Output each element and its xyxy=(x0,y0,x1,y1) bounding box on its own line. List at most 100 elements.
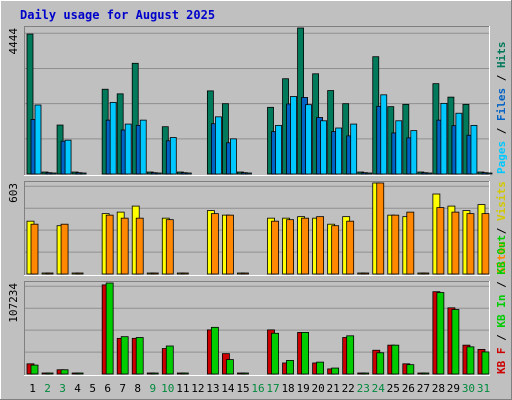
bar-sites-day-29 xyxy=(451,211,460,275)
bar-pages-day-28 xyxy=(440,102,448,175)
bar-sites-day-28 xyxy=(436,207,445,275)
bar-pages-day-2 xyxy=(49,172,57,175)
day-label-14: 14 xyxy=(221,382,235,395)
bar-sites-day-9 xyxy=(150,272,159,275)
series-pages xyxy=(34,94,493,175)
bar-kb_in-day-3 xyxy=(60,369,69,375)
panel-background xyxy=(24,281,490,376)
bar-pages-day-26 xyxy=(410,130,418,175)
bar-pages-day-1 xyxy=(34,104,42,175)
bar-sites-day-4 xyxy=(75,272,84,275)
bar-kb_in-day-15 xyxy=(241,372,249,375)
day-label-28: 28 xyxy=(432,382,445,395)
bar-sites-day-13 xyxy=(210,213,219,275)
day-label-13: 13 xyxy=(206,382,219,395)
series-sites xyxy=(30,182,490,275)
bar-pages-day-20 xyxy=(320,120,328,175)
bar-pages-day-29 xyxy=(455,112,463,175)
bar-pages-day-17 xyxy=(275,124,282,175)
bar-sites-day-25 xyxy=(391,214,400,275)
bar-kb_in-day-21 xyxy=(331,367,340,375)
day-label-18: 18 xyxy=(281,382,294,395)
bar-kb_in-day-24 xyxy=(376,352,385,375)
day-label-29: 29 xyxy=(447,382,460,395)
bar-kb_in-day-14 xyxy=(226,359,234,375)
bar-kb_in-day-2 xyxy=(45,372,54,375)
day-label-7: 7 xyxy=(119,382,126,395)
day-label-22: 22 xyxy=(342,382,355,395)
day-label-31: 31 xyxy=(477,382,490,395)
bar-kb_in-day-1 xyxy=(30,364,39,375)
panel-visits-sites: 603 Sites / Visits xyxy=(7,181,508,276)
bar-pages-day-3 xyxy=(64,139,72,175)
bar-pages-day-21 xyxy=(335,127,343,175)
bar-sites-day-7 xyxy=(120,217,129,275)
day-label-24: 24 xyxy=(372,382,386,395)
bar-sites-day-17 xyxy=(271,220,279,275)
legend-entry: / xyxy=(495,275,508,295)
legend-entry: Sites xyxy=(495,241,508,274)
bar-sites-day-14 xyxy=(226,214,234,275)
series-kb_in xyxy=(30,282,490,375)
day-label-11: 11 xyxy=(176,382,189,395)
bar-hits-day-14 xyxy=(222,103,229,175)
series-visits xyxy=(26,182,486,275)
day-label-1: 1 xyxy=(29,382,36,395)
day-label-8: 8 xyxy=(134,382,141,395)
day-label-27: 27 xyxy=(417,382,430,395)
bar-sites-day-27 xyxy=(421,272,430,275)
bar-pages-day-13 xyxy=(214,116,222,175)
day-label-2: 2 xyxy=(44,382,51,395)
bar-sites-day-19 xyxy=(301,217,309,275)
legend-entry: / xyxy=(495,328,508,348)
bar-pages-day-14 xyxy=(230,138,237,175)
panel-kbin-kbout: 107234 KB F / KB In / KB Out xyxy=(7,235,508,376)
bar-kb_in-day-11 xyxy=(180,372,189,375)
day-label-4: 4 xyxy=(74,382,81,395)
series-legend: Sites / Visits xyxy=(495,181,508,274)
bar-kb_in-day-23 xyxy=(361,372,370,375)
series-legend: KB F / KB In / KB Out xyxy=(495,235,508,374)
bar-kb_in-day-22 xyxy=(346,335,355,375)
bar-pages-day-24 xyxy=(380,94,388,175)
day-label-10: 10 xyxy=(161,382,174,395)
bar-sites-day-23 xyxy=(361,272,370,275)
day-label-3: 3 xyxy=(59,382,66,395)
bar-kb_in-day-10 xyxy=(165,345,174,375)
legend-entry: Hits xyxy=(495,42,508,69)
bar-sites-day-30 xyxy=(466,213,475,275)
chart-panels: 4444 Pages / Files / Hits 603 Sites / Visit… xyxy=(7,26,508,376)
series-kb_out xyxy=(26,284,486,375)
bar-kb_in-day-19 xyxy=(301,332,309,375)
bar-pages-day-18 xyxy=(290,96,297,175)
day-label-12: 12 xyxy=(191,382,204,395)
bar-kb_in-day-7 xyxy=(120,336,129,375)
bar-sites-day-24 xyxy=(376,182,385,275)
panel-background xyxy=(24,181,490,276)
bar-pages-day-25 xyxy=(395,120,403,175)
bar-sites-day-3 xyxy=(60,223,69,275)
legend-entry: Pages xyxy=(495,141,508,174)
legend-entry: Files xyxy=(495,88,508,121)
day-label-26: 26 xyxy=(402,382,415,395)
bar-kb_in-day-26 xyxy=(406,364,415,375)
bar-pages-day-30 xyxy=(470,124,478,175)
day-label-6: 6 xyxy=(104,382,111,395)
panel-hits-files-pages: 4444 Pages / Files / Hits xyxy=(7,26,508,176)
legend-entry: / xyxy=(495,68,508,88)
bar-hits-day-8 xyxy=(131,62,139,175)
day-label-9: 9 xyxy=(149,382,156,395)
bar-sites-day-2 xyxy=(45,272,54,275)
bar-sites-day-22 xyxy=(346,220,355,275)
day-label-5: 5 xyxy=(89,382,96,395)
bar-sites-day-26 xyxy=(406,211,415,275)
axis-max-label: 107234 xyxy=(7,283,20,323)
bar-pages-day-11 xyxy=(184,172,192,175)
bar-sites-day-10 xyxy=(165,219,174,275)
bar-pages-day-19 xyxy=(305,104,312,175)
bar-kb_in-day-17 xyxy=(271,332,279,375)
bar-kb_in-day-29 xyxy=(451,309,460,375)
bar-sites-day-20 xyxy=(316,216,325,275)
bar-pages-day-8 xyxy=(139,119,147,175)
